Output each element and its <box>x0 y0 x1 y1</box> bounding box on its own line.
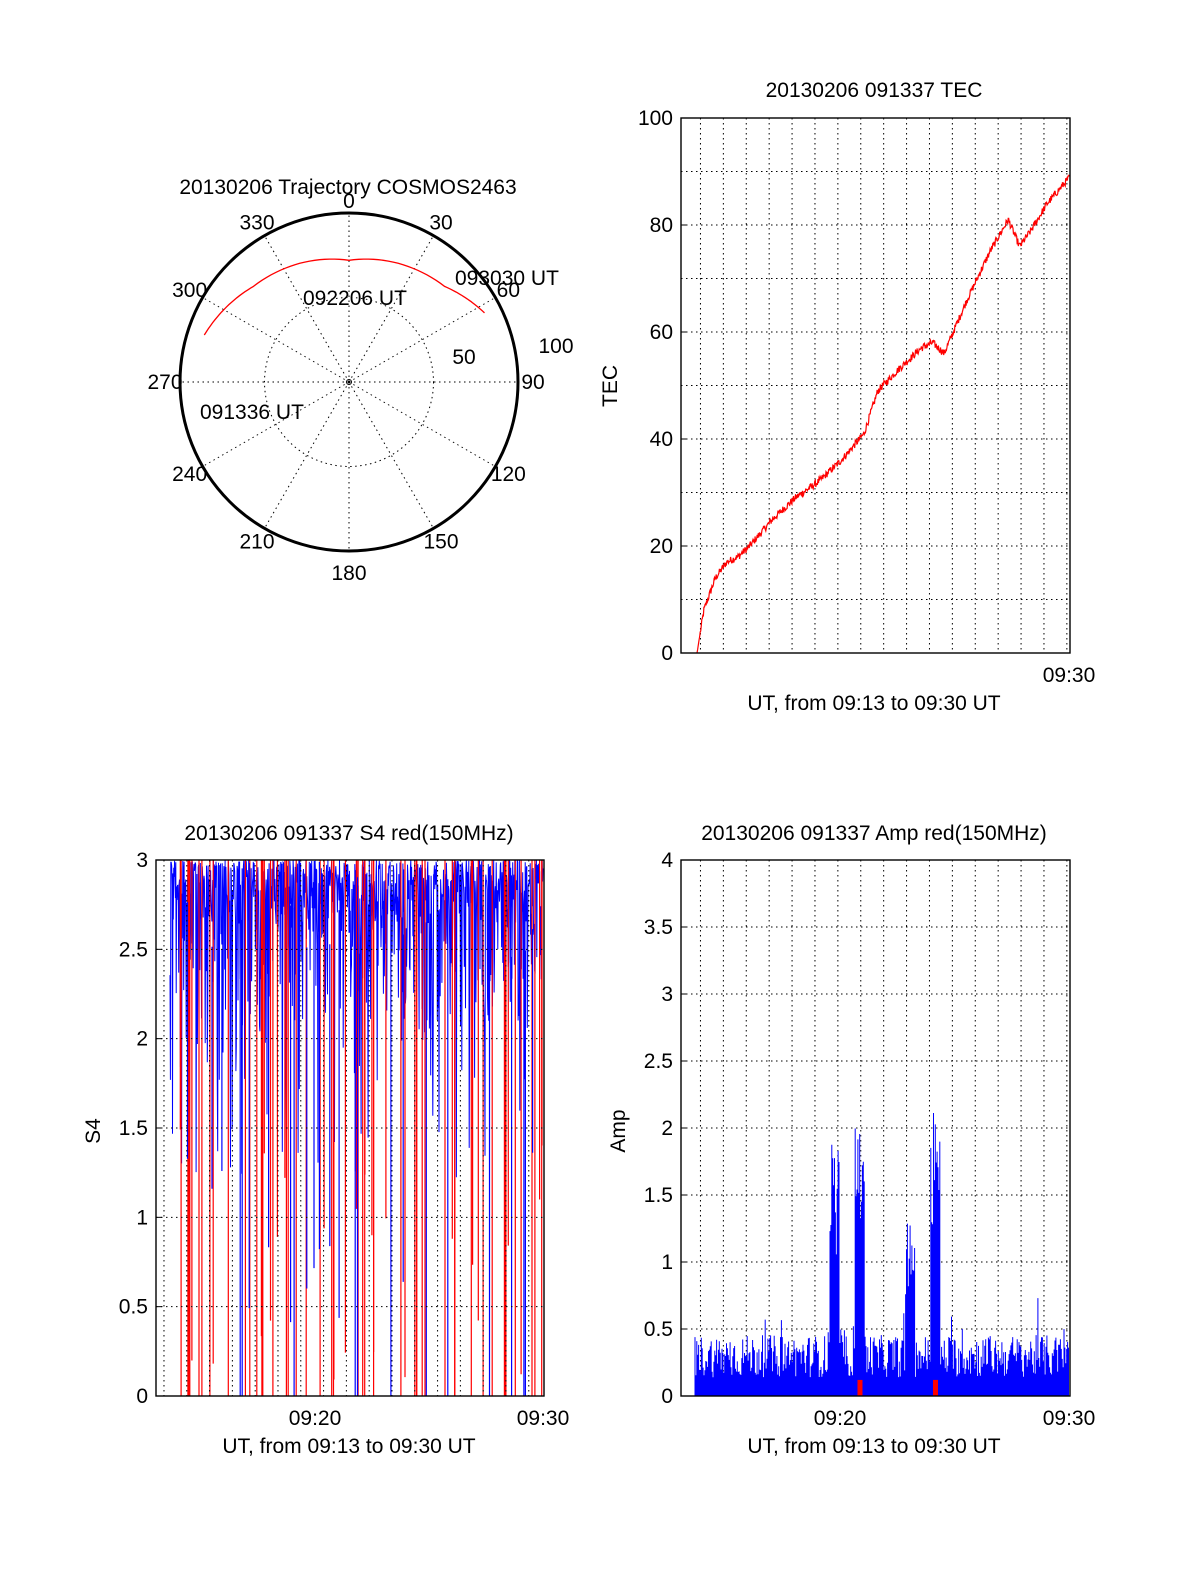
tec-chart: 20130206 091337 TEC 0 20 40 60 80 100 09:30 U… <box>599 79 1095 715</box>
tec-x-label: UT, from 09:13 to 09:30 UT <box>747 692 1000 715</box>
y-tick-1.5: 1.5 <box>119 1117 148 1140</box>
amp-y-label: Amp <box>607 1109 630 1152</box>
s4-title: 20130206 091337 S4 red(150MHz) <box>184 822 513 845</box>
s4-series <box>169 859 544 1396</box>
polar-ring-50 <box>264 297 434 467</box>
y-tick-0: 0 <box>661 642 673 665</box>
amp-x-tick-0920: 09:20 <box>814 1407 867 1430</box>
y-tick-3: 3 <box>136 849 148 872</box>
angle-label-60: 60 <box>497 279 520 302</box>
angle-label-240: 240 <box>172 463 207 486</box>
amp-red-mark <box>932 1379 938 1396</box>
angle-label-30: 30 <box>429 212 452 235</box>
polar-title: 20130206 Trajectory COSMOS2463 <box>179 176 516 199</box>
y-tick-1: 1 <box>136 1206 148 1229</box>
tec-grid <box>681 117 1070 654</box>
amp-red-mark <box>857 1379 863 1396</box>
s4-y-ticks: 0 0.5 1 1.5 2 2.5 3 <box>119 849 162 1408</box>
polar-angle-labels: 0 30 60 90 120 150 180 210 240 270 300 330 <box>147 190 544 585</box>
polar-spoke <box>202 297 350 383</box>
angle-label-300: 300 <box>172 279 207 302</box>
polar-spoke <box>264 235 350 383</box>
tec-plot-frame <box>680 117 1071 654</box>
angle-label-120: 120 <box>491 463 526 486</box>
s4-y-label: S4 <box>82 1118 105 1144</box>
y-tick-3: 3 <box>661 983 673 1006</box>
y-tick-40: 40 <box>650 428 673 451</box>
amp-x-label: UT, from 09:13 to 09:30 UT <box>747 1435 1000 1458</box>
s4-x-label: UT, from 09:13 to 09:30 UT <box>222 1435 475 1458</box>
y-tick-0.5: 0.5 <box>644 1318 673 1341</box>
y-tick-4: 4 <box>661 849 673 872</box>
y-tick-0: 0 <box>661 1385 673 1408</box>
s4-x-tick-0920: 09:20 <box>289 1407 342 1430</box>
polar-spoke <box>264 381 350 529</box>
y-tick-80: 80 <box>650 214 673 237</box>
polar-grid <box>180 213 518 551</box>
s4-chart: 20130206 091337 S4 red(150MHz) 0 0.5 1 1.5 2… <box>82 822 569 1458</box>
amp-grid <box>681 859 1070 1397</box>
tec-x-tick-0930: 09:30 <box>1043 664 1096 687</box>
annotation-mid-time: 092206 UT <box>303 287 407 310</box>
y-tick-1.5: 1.5 <box>644 1184 673 1207</box>
annotation-end-time: 093030 UT <box>455 267 559 290</box>
amp-y-ticks: 0 0.5 1 1.5 2 2.5 3 3.5 4 <box>644 849 687 1408</box>
polar-frame <box>178 211 520 553</box>
angle-label-0: 0 <box>343 190 355 213</box>
angle-label-210: 210 <box>239 530 274 553</box>
tec-title: 20130206 091337 TEC <box>766 79 983 102</box>
trajectory-line <box>203 258 485 336</box>
amp-title: 20130206 091337 Amp red(150MHz) <box>701 822 1047 845</box>
polar-spoke <box>348 235 434 383</box>
y-tick-2: 2 <box>661 1117 673 1140</box>
annotation-start-time: 091336 UT <box>200 401 304 424</box>
y-tick-2: 2 <box>136 1028 148 1051</box>
s4-x-tick-0930: 09:30 <box>517 1407 570 1430</box>
y-tick-60: 60 <box>650 321 673 344</box>
amp-x-tick-0930: 09:30 <box>1043 1407 1096 1430</box>
y-tick-3.5: 3.5 <box>644 916 673 939</box>
amp-blue-bars <box>694 1113 1069 1396</box>
angle-label-330: 330 <box>239 212 274 235</box>
angle-label-270: 270 <box>147 371 182 394</box>
amp-chart: 20130206 091337 Amp red(150MHz) 0 0.5 1 1.5… <box>607 822 1095 1458</box>
y-tick-0: 0 <box>136 1385 148 1408</box>
y-tick-0.5: 0.5 <box>119 1296 148 1319</box>
angle-label-150: 150 <box>423 530 458 553</box>
y-tick-2.5: 2.5 <box>119 938 148 961</box>
amp-series <box>694 1113 1069 1396</box>
tec-y-label: TEC <box>599 365 622 407</box>
radial-label-100: 100 <box>538 335 573 358</box>
tec-series-line <box>696 174 1071 654</box>
polar-trajectory-chart: 20130206 Trajectory COSMOS2463 0 30 60 90 12… <box>147 176 573 585</box>
polar-spoke <box>202 381 350 467</box>
polar-spoke <box>348 381 496 467</box>
polar-spoke <box>348 297 496 383</box>
y-tick-1: 1 <box>661 1251 673 1274</box>
polar-center-mark <box>346 379 352 385</box>
y-tick-2.5: 2.5 <box>644 1050 673 1073</box>
polar-spoke <box>348 381 434 529</box>
tec-y-ticks: 0 20 40 60 80 100 <box>638 107 687 665</box>
angle-label-90: 90 <box>521 371 544 394</box>
angle-label-180: 180 <box>331 562 366 585</box>
y-tick-100: 100 <box>638 107 673 130</box>
radial-label-50: 50 <box>452 346 475 369</box>
y-tick-20: 20 <box>650 535 673 558</box>
